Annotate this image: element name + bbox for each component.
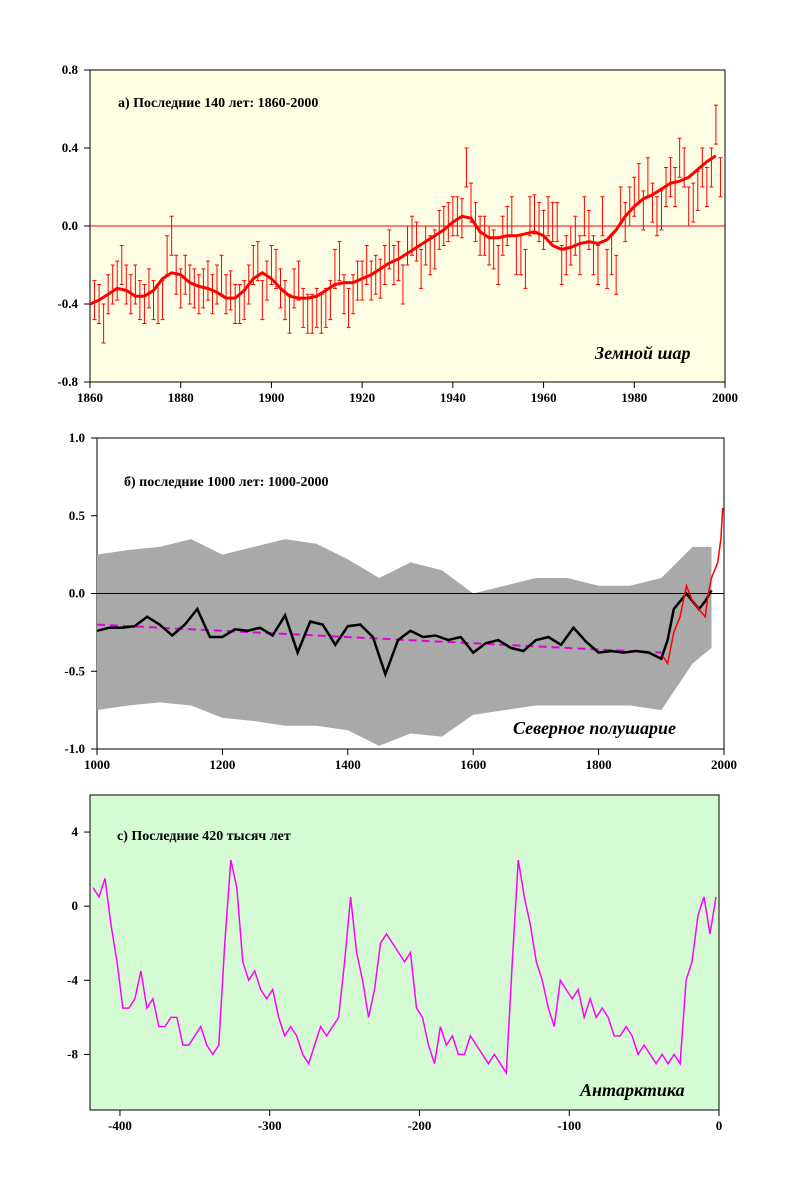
panel-c-plot-area xyxy=(89,794,720,1111)
panel-a-x-tick-label: 1960 xyxy=(531,390,557,405)
panel-b-x-tick-label: 2000 xyxy=(711,757,737,772)
panel-b-y-tick-label: 1.0 xyxy=(69,430,85,445)
panel-a-x-tick-label: 1860 xyxy=(77,390,103,405)
panel-c-y-tick-label: -4 xyxy=(67,972,78,987)
panel-b-x-tick-label: 1000 xyxy=(84,757,110,772)
panel-b-x-tick-label: 1600 xyxy=(460,757,486,772)
panel-a-x-tick-label: 1980 xyxy=(621,390,647,405)
panel-a-y-tick-label: -0.8 xyxy=(57,374,78,389)
panel-b-x-tick-label: 1400 xyxy=(335,757,361,772)
panel-a-y-tick-label: 0.4 xyxy=(62,140,79,155)
panel-c-x-tick-label: 0 xyxy=(716,1118,723,1133)
panel-b-x-tick-label: 1800 xyxy=(586,757,612,772)
panel-c-x-tick-label: -200 xyxy=(408,1118,432,1133)
panel-c-y-tick-label: 4 xyxy=(72,824,79,839)
panel-b-y-tick-label: 0.5 xyxy=(69,508,86,523)
smoothed-temperature-line xyxy=(89,154,717,306)
smoothed-reconstruction-line xyxy=(96,589,713,679)
panel-a-y-tick-label: 0.8 xyxy=(62,62,79,77)
antarctic-temperature-line xyxy=(92,859,717,1076)
panel-b-y-tick-label: -0.5 xyxy=(64,663,85,678)
panel-c-y-tick-label: -8 xyxy=(67,1046,78,1061)
panel-a-y-tick-label: 0.0 xyxy=(62,218,78,233)
panel-a-x-tick-label: 2000 xyxy=(712,390,738,405)
panel-c-y-tick-label: 0 xyxy=(72,898,79,913)
panel-a: 1860 1880 1900 1920 1940 1960 1980 2000 -0.8 -0.4… xyxy=(57,62,738,405)
panel-a-x-tick-label: 1920 xyxy=(349,390,375,405)
panel-c-title: с) Последние 420 тысяч лет xyxy=(117,829,291,844)
panel-a-x-tick-label: 1940 xyxy=(440,390,466,405)
panel-b-y-tick-label: -1.0 xyxy=(64,741,85,756)
panel-b-y-tick-label: 0.0 xyxy=(69,586,85,601)
panel-b-region-label: Северное полушарие xyxy=(513,718,676,738)
panel-c-x-tick-label: -100 xyxy=(557,1118,581,1133)
panel-c: -400 -300 -200 -100 0 -8 -4 0 4 с) Последние 420… xyxy=(67,794,723,1133)
panel-a-title: а) Последние 140 лет: 1860-2000 xyxy=(118,96,318,111)
panel-a-y-tick-label: -0.4 xyxy=(57,296,78,311)
uncertainty-band xyxy=(97,539,712,746)
panel-b-title: б) последние 1000 лет: 1000-2000 xyxy=(124,475,329,490)
panel-c-x-tick-label: -300 xyxy=(258,1118,282,1133)
panel-a-x-tick-label: 1880 xyxy=(168,390,194,405)
panel-b-x-tick-label: 1200 xyxy=(209,757,235,772)
panel-a-region-label: Земной шар xyxy=(594,343,691,363)
panel-a-x-tick-label: 1900 xyxy=(258,390,284,405)
linear-trend-line xyxy=(96,623,662,654)
instrumental-record-line xyxy=(661,507,724,666)
panel-b: 1000 1200 1400 1600 1800 2000 -1.0 -0.5 0.0 0.5 1.… xyxy=(64,430,737,772)
panel-c-region-label: Антарктика xyxy=(579,1080,685,1100)
panel-c-x-tick-label: -400 xyxy=(108,1118,132,1133)
